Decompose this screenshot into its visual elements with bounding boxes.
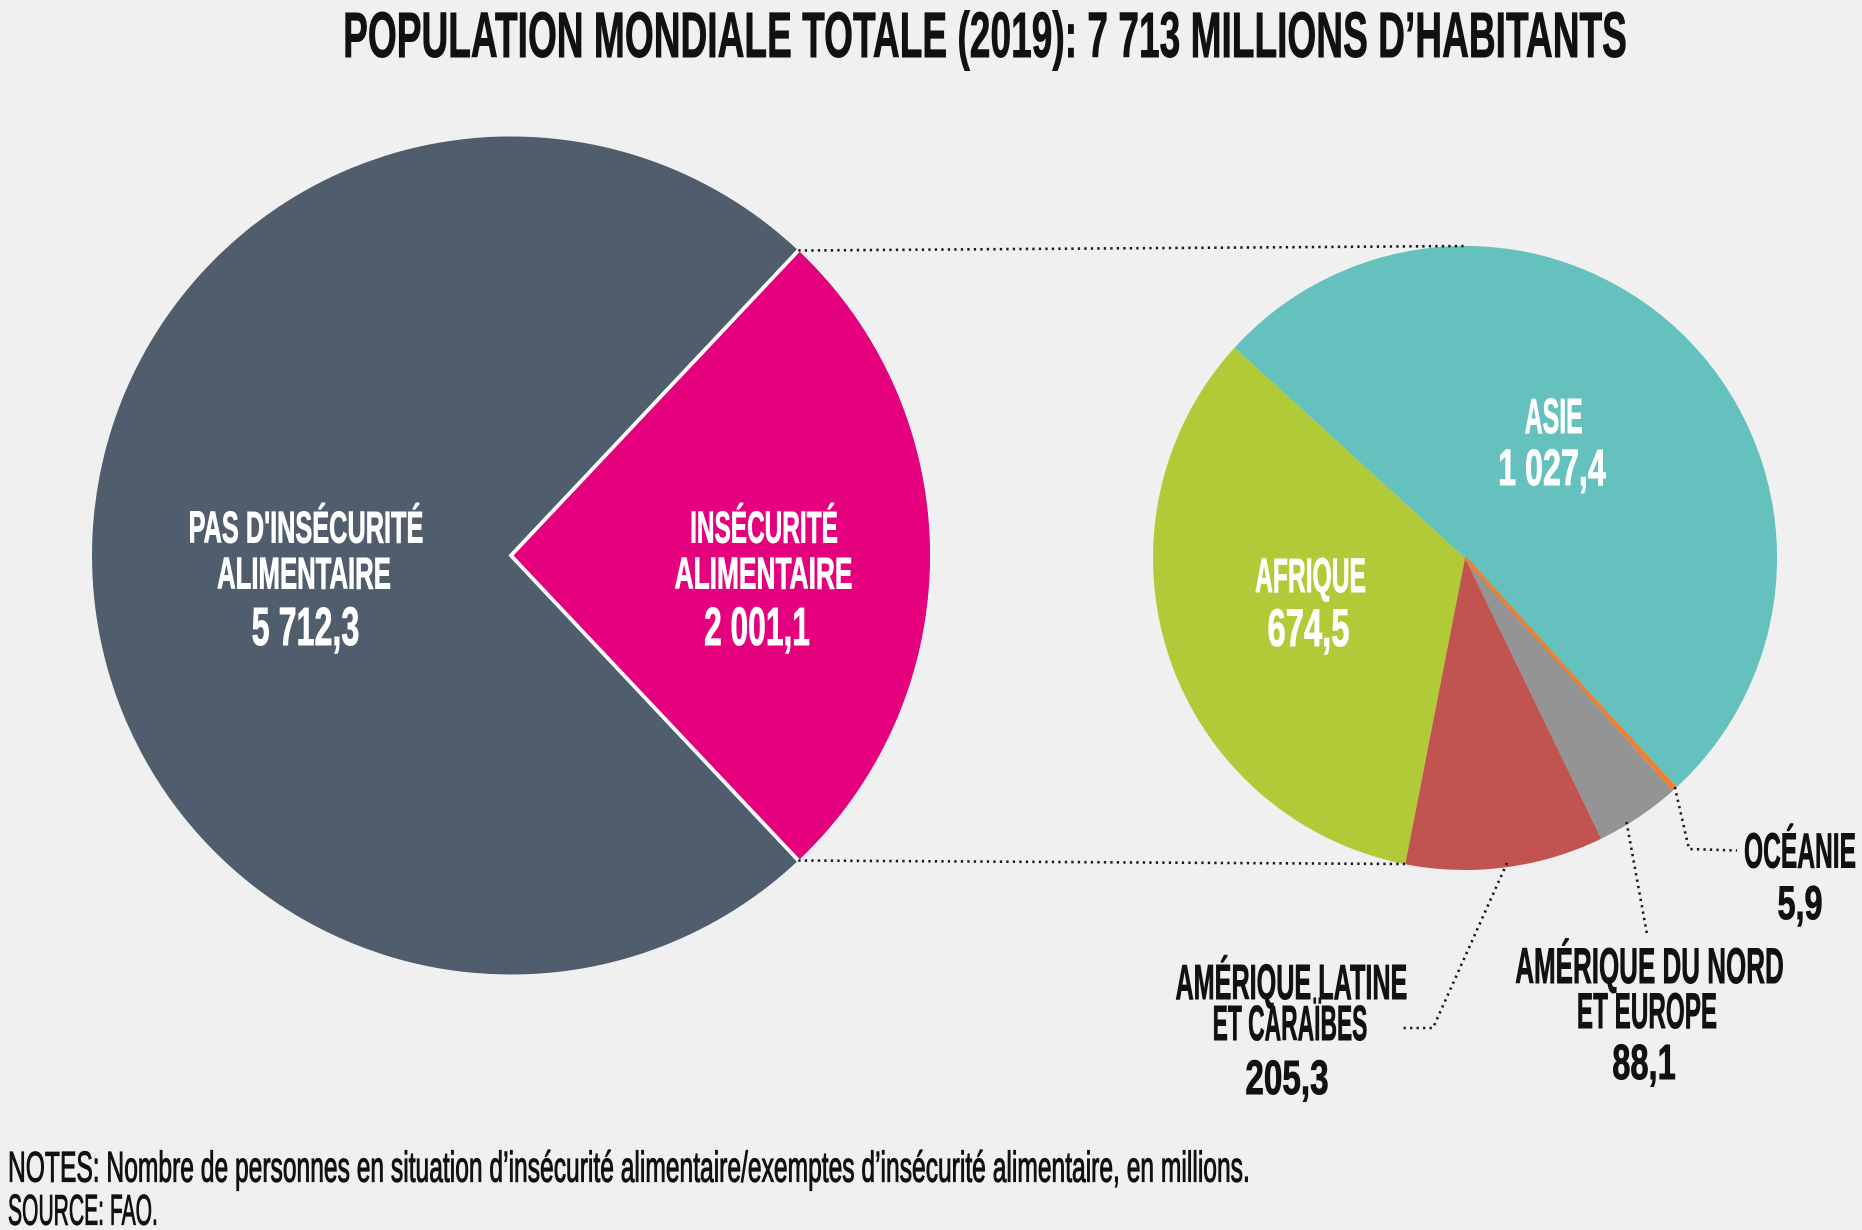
svg-text:88,1: 88,1	[1612, 1034, 1676, 1089]
svg-text:205,3: 205,3	[1245, 1050, 1328, 1105]
svg-text:ET EUROPE: ET EUROPE	[1577, 983, 1717, 1039]
svg-text:1 027,4: 1 027,4	[1498, 440, 1606, 497]
svg-text:674,5: 674,5	[1268, 599, 1350, 658]
svg-text:ALIMENTAIRE: ALIMENTAIRE	[675, 548, 853, 598]
svg-text:2 001,1: 2 001,1	[704, 597, 810, 657]
svg-text:NOTES: Nombre de personnes en: NOTES: Nombre de personnes en situation …	[8, 1145, 1250, 1192]
svg-text:OCÉANIE: OCÉANIE	[1744, 823, 1856, 879]
svg-text:PAS D'INSÉCURITÉ: PAS D'INSÉCURITÉ	[189, 502, 424, 553]
svg-text:ASIE: ASIE	[1525, 390, 1583, 444]
svg-text:5,9: 5,9	[1777, 876, 1822, 930]
svg-text:AMÉRIQUE DU NORD: AMÉRIQUE DU NORD	[1515, 938, 1783, 994]
svg-text:AFRIQUE: AFRIQUE	[1255, 551, 1366, 604]
svg-text:ALIMENTAIRE: ALIMENTAIRE	[217, 548, 391, 598]
svg-text:ET CARAÏBES: ET CARAÏBES	[1213, 996, 1368, 1051]
svg-text:SOURCE: FAO.: SOURCE: FAO.	[8, 1188, 158, 1230]
svg-text:5 712,3: 5 712,3	[252, 598, 360, 657]
svg-text:AMÉRIQUE LATINE: AMÉRIQUE LATINE	[1175, 955, 1407, 1010]
svg-text:POPULATION MONDIALE TOTALE (20: POPULATION MONDIALE TOTALE (2019): 7 713…	[343, 1, 1627, 72]
svg-text:INSÉCURITÉ: INSÉCURITÉ	[690, 502, 838, 553]
